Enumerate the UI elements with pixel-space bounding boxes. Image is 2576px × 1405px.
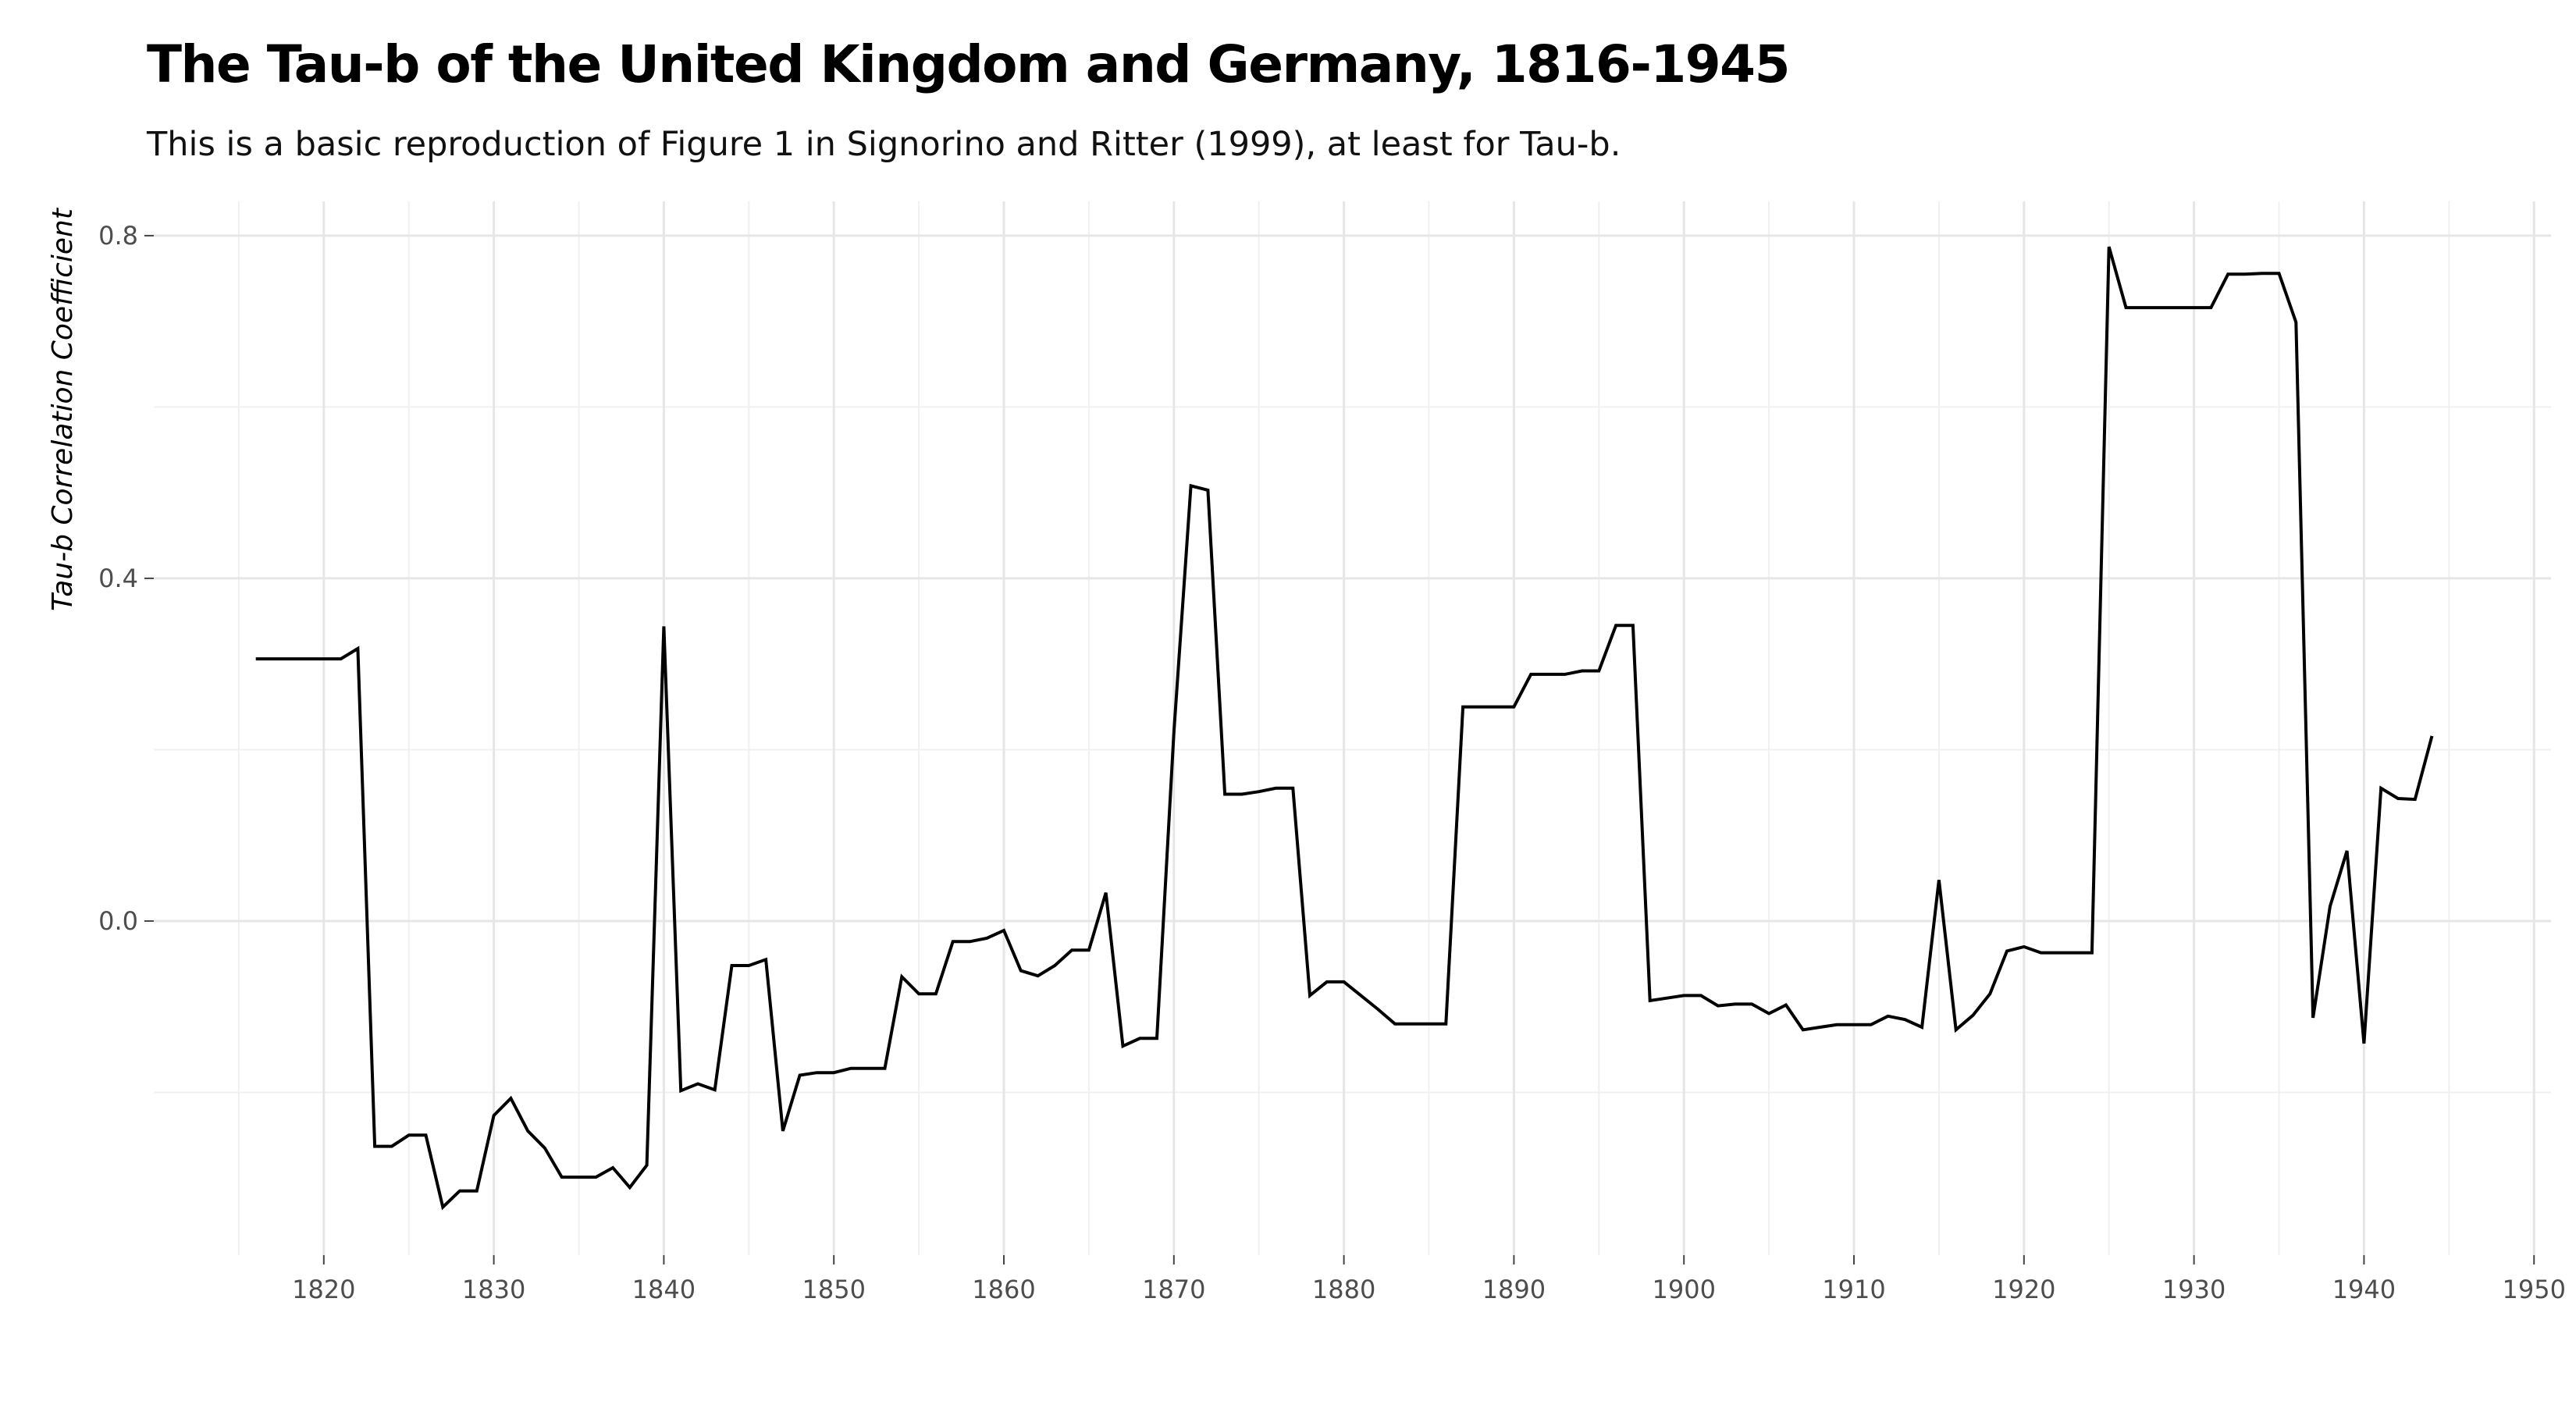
x-tick-label: 1820 [292, 1275, 355, 1304]
y-axis-title: Tau-b Correlation Coefficient [47, 207, 79, 611]
x-tick-label: 1930 [2162, 1275, 2226, 1304]
chart-title: The Tau-b of the United Kingdom and Germ… [147, 34, 1791, 94]
x-tick-label: 1890 [1482, 1275, 1546, 1304]
x-tick-label: 1880 [1312, 1275, 1375, 1304]
x-tick-label: 1940 [2332, 1275, 2396, 1304]
x-tick-label: 1840 [632, 1275, 696, 1304]
chart-subtitle: This is a basic reproduction of Figure 1… [147, 125, 1621, 164]
x-tick-label: 1910 [1822, 1275, 1885, 1304]
series-layer [255, 246, 2434, 1211]
x-tick-label: 1830 [462, 1275, 525, 1304]
x-tick-label: 1950 [2503, 1275, 2566, 1304]
gridlines [154, 201, 2551, 1255]
y-tick-label: 0.8 [98, 221, 138, 251]
x-tick-label: 1860 [972, 1275, 1035, 1304]
x-tick-label: 1900 [1652, 1275, 1715, 1304]
x-tick-label: 1870 [1142, 1275, 1205, 1304]
y-tick-label: 0.0 [98, 906, 138, 936]
x-tick-label: 1920 [1992, 1275, 2055, 1304]
axis-ticks: 1820 1830 1840 1850 1860 1870 1880 1890 1900 1910… [98, 221, 2566, 1304]
x-tick-label: 1850 [802, 1275, 865, 1304]
series-line [255, 246, 2434, 1211]
y-tick-label: 0.4 [98, 564, 138, 593]
